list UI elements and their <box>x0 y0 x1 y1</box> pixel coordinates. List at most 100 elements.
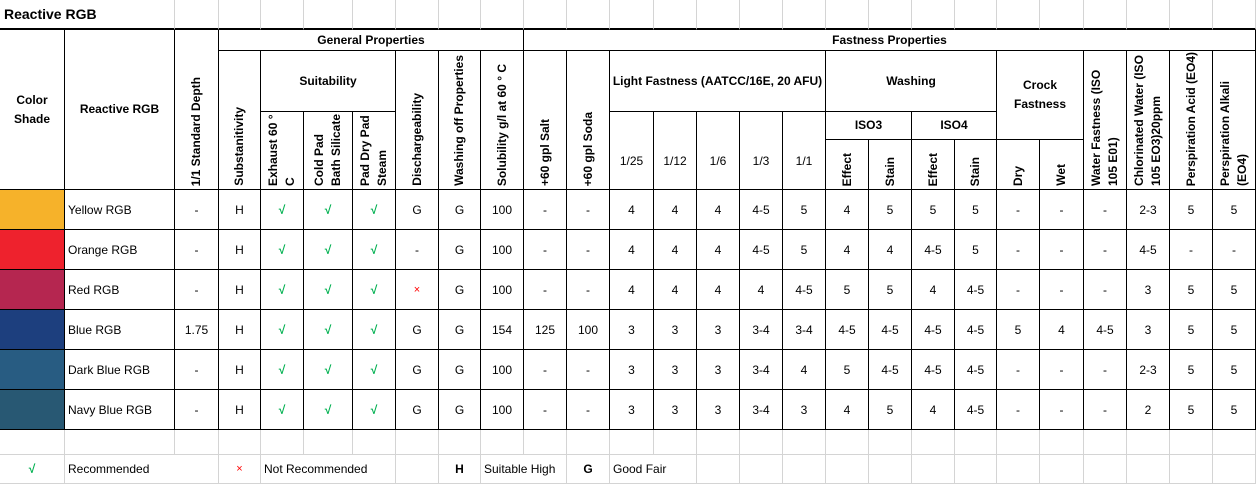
table-cell[interactable]: 5 <box>1170 310 1213 350</box>
empty-cell[interactable] <box>524 0 567 30</box>
table-cell[interactable]: √ <box>304 390 353 430</box>
empty-cell[interactable] <box>955 455 997 484</box>
table-cell[interactable]: - <box>524 390 567 430</box>
table-cell[interactable]: 4 <box>610 270 654 310</box>
empty-cell[interactable] <box>175 430 219 455</box>
empty-cell[interactable] <box>567 430 610 455</box>
table-cell[interactable]: H <box>219 310 261 350</box>
empty-cell[interactable] <box>955 430 997 455</box>
empty-cell[interactable] <box>740 455 783 484</box>
table-cell[interactable]: - <box>567 350 610 390</box>
table-cell[interactable]: - <box>1170 230 1213 270</box>
empty-cell[interactable] <box>1213 455 1256 484</box>
empty-cell[interactable] <box>524 430 567 455</box>
table-cell[interactable]: × <box>396 270 439 310</box>
table-cell[interactable]: √ <box>261 190 304 230</box>
table-cell[interactable]: 4 <box>697 230 740 270</box>
table-cell[interactable]: 3 <box>1127 270 1170 310</box>
table-cell[interactable]: 3 <box>1127 310 1170 350</box>
table-cell[interactable]: 4 <box>783 350 826 390</box>
empty-cell[interactable] <box>869 0 912 30</box>
table-cell[interactable]: 4-5 <box>826 310 869 350</box>
empty-cell[interactable] <box>304 430 353 455</box>
table-cell[interactable]: 4 <box>697 270 740 310</box>
table-cell[interactable]: G <box>396 350 439 390</box>
table-cell[interactable]: 100 <box>481 190 524 230</box>
table-cell[interactable]: 125 <box>524 310 567 350</box>
table-cell[interactable]: 100 <box>481 230 524 270</box>
table-cell[interactable]: 4-5 <box>912 230 955 270</box>
table-cell[interactable]: 4-5 <box>955 350 997 390</box>
table-cell[interactable]: 4-5 <box>955 310 997 350</box>
table-cell[interactable]: - <box>1040 230 1084 270</box>
table-cell[interactable]: - <box>175 190 219 230</box>
empty-cell[interactable] <box>1127 430 1170 455</box>
table-cell[interactable]: 2-3 <box>1127 350 1170 390</box>
table-cell[interactable]: 5 <box>1170 350 1213 390</box>
table-cell[interactable]: - <box>1084 350 1127 390</box>
table-cell[interactable]: 100 <box>567 310 610 350</box>
table-cell[interactable]: 3 <box>610 310 654 350</box>
table-cell[interactable]: √ <box>261 310 304 350</box>
table-cell[interactable]: 3 <box>654 390 697 430</box>
table-cell[interactable]: 5 <box>1213 390 1256 430</box>
table-cell[interactable]: √ <box>261 350 304 390</box>
table-cell[interactable]: - <box>175 270 219 310</box>
table-cell[interactable]: - <box>997 190 1040 230</box>
table-cell[interactable]: 4 <box>654 270 697 310</box>
empty-cell[interactable] <box>175 0 219 30</box>
table-cell[interactable]: - <box>524 350 567 390</box>
empty-cell[interactable] <box>654 430 697 455</box>
table-cell[interactable]: 4-5 <box>869 310 912 350</box>
table-cell[interactable]: √ <box>304 310 353 350</box>
table-cell[interactable]: 3-4 <box>740 310 783 350</box>
table-cell[interactable]: 4-5 <box>869 350 912 390</box>
table-cell[interactable]: 100 <box>481 270 524 310</box>
table-cell[interactable]: 3 <box>610 350 654 390</box>
table-cell[interactable]: - <box>997 270 1040 310</box>
table-cell[interactable]: 5 <box>1213 350 1256 390</box>
table-cell[interactable]: 4 <box>610 230 654 270</box>
empty-cell[interactable] <box>304 0 353 30</box>
table-cell[interactable]: 2 <box>1127 390 1170 430</box>
empty-cell[interactable] <box>396 455 439 484</box>
table-cell[interactable]: - <box>1040 270 1084 310</box>
table-cell[interactable]: √ <box>353 390 396 430</box>
table-cell[interactable]: √ <box>353 350 396 390</box>
empty-cell[interactable] <box>912 430 955 455</box>
empty-cell[interactable] <box>697 430 740 455</box>
empty-cell[interactable] <box>1084 430 1127 455</box>
empty-cell[interactable] <box>567 0 610 30</box>
table-cell[interactable]: 5 <box>1170 270 1213 310</box>
table-cell[interactable]: - <box>997 390 1040 430</box>
table-cell[interactable]: H <box>219 350 261 390</box>
empty-cell[interactable] <box>1170 0 1213 30</box>
table-cell[interactable]: H <box>219 230 261 270</box>
empty-cell[interactable] <box>1170 430 1213 455</box>
table-cell[interactable]: 4 <box>912 270 955 310</box>
table-cell[interactable]: 5 <box>1170 190 1213 230</box>
empty-cell[interactable] <box>353 0 396 30</box>
table-cell[interactable]: - <box>524 270 567 310</box>
table-cell[interactable]: 4 <box>826 390 869 430</box>
empty-cell[interactable] <box>826 430 869 455</box>
table-cell[interactable]: √ <box>261 230 304 270</box>
table-cell[interactable]: 5 <box>783 190 826 230</box>
table-cell[interactable]: 4 <box>826 230 869 270</box>
table-cell[interactable]: 3 <box>654 350 697 390</box>
table-cell[interactable]: G <box>396 190 439 230</box>
table-cell[interactable]: 5 <box>955 190 997 230</box>
table-cell[interactable]: 3 <box>697 390 740 430</box>
table-cell[interactable]: - <box>567 190 610 230</box>
table-cell[interactable]: - <box>175 350 219 390</box>
table-cell[interactable]: - <box>1213 230 1256 270</box>
table-cell[interactable]: √ <box>304 270 353 310</box>
table-cell[interactable]: 154 <box>481 310 524 350</box>
table-cell[interactable]: 4 <box>912 390 955 430</box>
table-cell[interactable]: 4-5 <box>740 230 783 270</box>
table-cell[interactable]: 4-5 <box>783 270 826 310</box>
table-cell[interactable]: 3 <box>610 390 654 430</box>
empty-cell[interactable] <box>396 0 439 30</box>
table-cell[interactable]: √ <box>353 310 396 350</box>
empty-cell[interactable] <box>1084 455 1127 484</box>
